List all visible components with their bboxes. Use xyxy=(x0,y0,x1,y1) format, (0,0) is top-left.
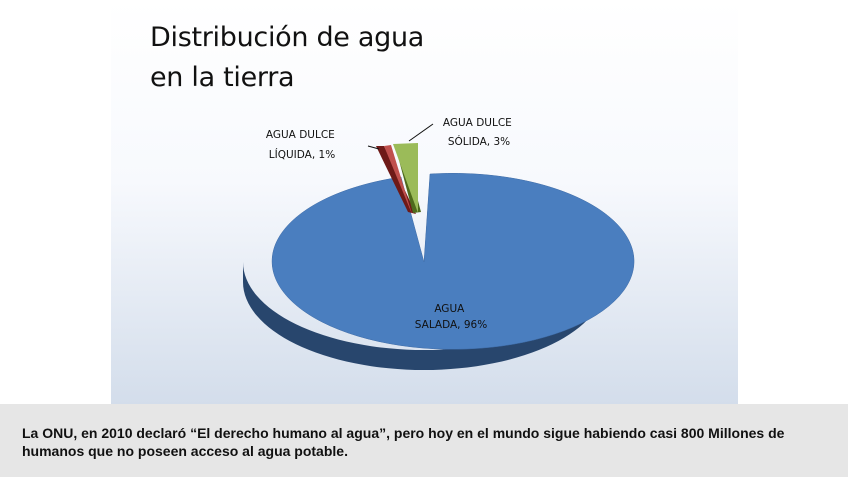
pie-slice-salada xyxy=(243,173,635,370)
pie-slice-salada-top xyxy=(271,173,635,350)
leader-line-solida xyxy=(408,123,434,142)
pie-slice-liquida xyxy=(376,145,416,214)
label-solida: AGUA DULCE SÓLIDA, 3% xyxy=(443,117,515,148)
pie-slice-liquida-top xyxy=(384,145,412,214)
pie-slice-solida-top xyxy=(393,143,418,213)
slide-title-line-2: en la tierra xyxy=(150,62,295,93)
caption-text: La ONU, en 2010 declaró “El derecho huma… xyxy=(22,425,785,459)
slide-title: Distribución de agua en la tierra xyxy=(150,18,424,98)
label-liquida: AGUA DULCE LÍQUIDA, 1% xyxy=(266,129,338,161)
caption-box: La ONU, en 2010 declaró “El derecho huma… xyxy=(0,404,848,477)
leader-line-liquida xyxy=(367,145,380,150)
label-salada: AGUA SALADA, 96% xyxy=(415,303,487,331)
pie-slice-solida xyxy=(393,143,421,213)
pie-chart: AGUA SALADA, 96% AGUA DULCE LÍQUIDA, 1% … xyxy=(243,117,635,370)
slide-panel: AGUA SALADA, 96% AGUA DULCE LÍQUIDA, 1% … xyxy=(111,0,738,405)
slide-title-line-1: Distribución de agua xyxy=(150,22,425,53)
